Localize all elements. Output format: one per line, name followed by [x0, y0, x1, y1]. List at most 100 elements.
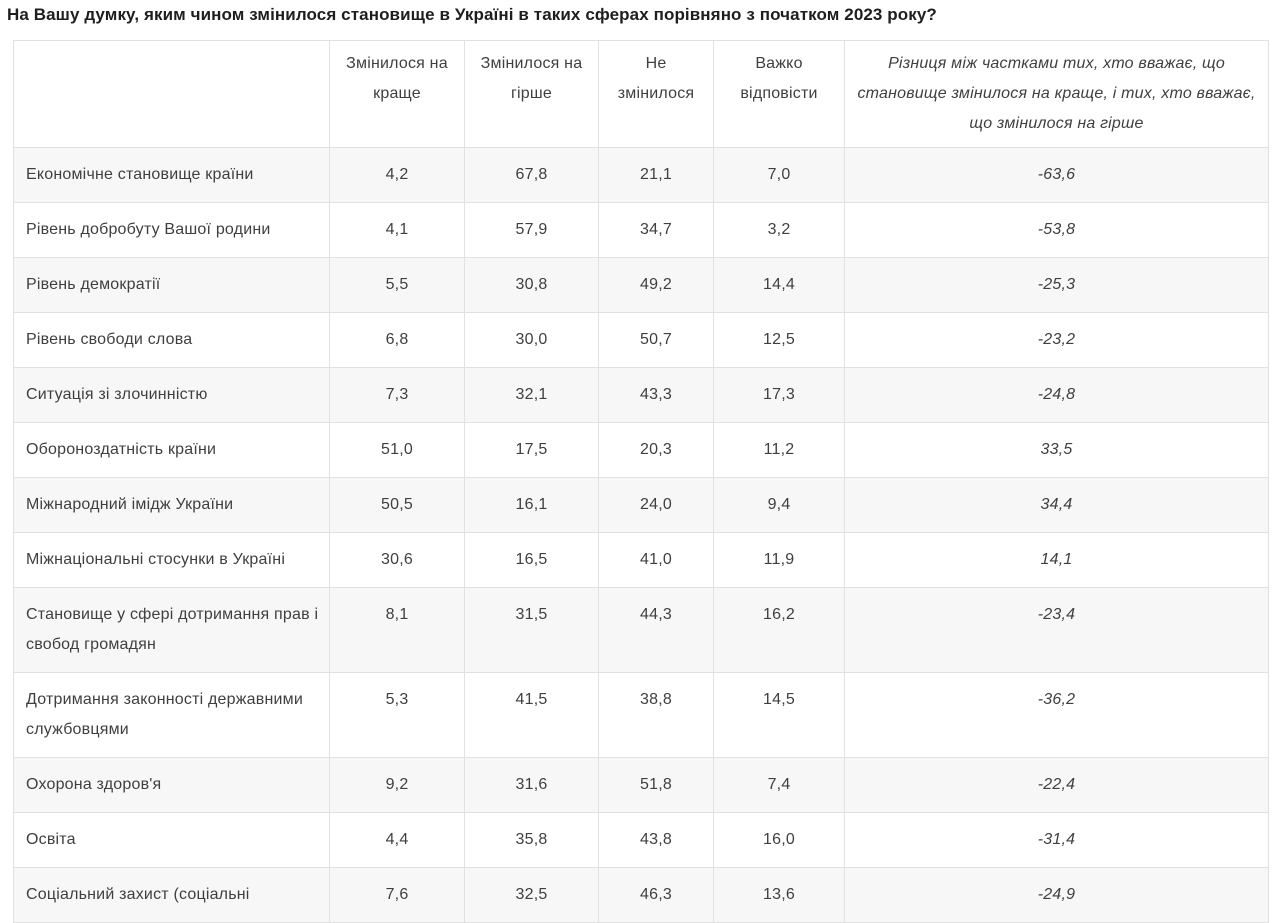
table-row: Рівень добробуту Вашої родини 4,1 57,9 3… [13, 202, 1269, 258]
row-category-label: Освіта [13, 812, 330, 868]
value-changed-worse: 30,8 [464, 257, 599, 313]
header-not-changed: Не змінилося [598, 40, 714, 148]
header-changed-worse: Змінилося на гірше [464, 40, 599, 148]
row-category-label: Обороноздатність країни [13, 422, 330, 478]
value-hard-to-answer: 12,5 [713, 312, 845, 368]
table-row: Охорона здоров'я 9,2 31,6 51,8 7,4 -22,4 [13, 757, 1269, 813]
header-category [13, 40, 330, 148]
value-difference: 33,5 [844, 422, 1269, 478]
value-difference: -23,4 [844, 587, 1269, 673]
row-category-label: Дотримання законності державними службов… [13, 672, 330, 758]
value-hard-to-answer: 13,6 [713, 867, 845, 923]
value-hard-to-answer: 14,4 [713, 257, 845, 313]
value-difference: -23,2 [844, 312, 1269, 368]
value-not-changed: 50,7 [598, 312, 714, 368]
page-title: На Вашу думку, яким чином змінилося стан… [7, 5, 937, 24]
value-changed-better: 5,3 [329, 672, 465, 758]
value-changed-worse: 67,8 [464, 147, 599, 203]
table-row: Рівень свободи слова 6,8 30,0 50,7 12,5 … [13, 312, 1269, 368]
header-difference: Різниця між частками тих, хто вважає, що… [844, 40, 1269, 148]
table-header: Змінилося на краще Змінилося на гірше Не… [13, 40, 1269, 148]
value-hard-to-answer: 11,2 [713, 422, 845, 478]
value-changed-worse: 35,8 [464, 812, 599, 868]
row-category-label: Рівень свободи слова [13, 312, 330, 368]
row-category-label: Соціальний захист (соціальні [13, 867, 330, 923]
value-not-changed: 24,0 [598, 477, 714, 533]
value-changed-better: 9,2 [329, 757, 465, 813]
value-changed-better: 4,1 [329, 202, 465, 258]
row-category-label: Рівень добробуту Вашої родини [13, 202, 330, 258]
value-changed-worse: 32,1 [464, 367, 599, 423]
value-difference: -53,8 [844, 202, 1269, 258]
value-hard-to-answer: 16,0 [713, 812, 845, 868]
header-hard-to-answer: Важко відповісти [713, 40, 845, 148]
value-changed-worse: 31,6 [464, 757, 599, 813]
value-not-changed: 43,8 [598, 812, 714, 868]
value-changed-better: 7,3 [329, 367, 465, 423]
value-changed-worse: 16,5 [464, 532, 599, 588]
value-not-changed: 43,3 [598, 367, 714, 423]
value-not-changed: 46,3 [598, 867, 714, 923]
row-category-label: Міжнаціональні стосунки в Україні [13, 532, 330, 588]
header-row: Змінилося на краще Змінилося на гірше Не… [13, 40, 1269, 148]
value-difference: -36,2 [844, 672, 1269, 758]
value-not-changed: 51,8 [598, 757, 714, 813]
value-not-changed: 41,0 [598, 532, 714, 588]
value-hard-to-answer: 16,2 [713, 587, 845, 673]
row-category-label: Міжнародний імідж України [13, 477, 330, 533]
value-changed-better: 4,2 [329, 147, 465, 203]
value-difference: 14,1 [844, 532, 1269, 588]
value-not-changed: 49,2 [598, 257, 714, 313]
value-changed-better: 8,1 [329, 587, 465, 673]
table-row: Ситуація зі злочинністю 7,3 32,1 43,3 17… [13, 367, 1269, 423]
value-not-changed: 38,8 [598, 672, 714, 758]
table-body: Економічне становище країни 4,2 67,8 21,… [13, 147, 1269, 923]
table-row: Освіта 4,4 35,8 43,8 16,0 -31,4 [13, 812, 1269, 868]
value-hard-to-answer: 9,4 [713, 477, 845, 533]
value-changed-worse: 30,0 [464, 312, 599, 368]
value-difference: -31,4 [844, 812, 1269, 868]
table-row: Обороноздатність країни 51,0 17,5 20,3 1… [13, 422, 1269, 478]
row-category-label: Ситуація зі злочинністю [13, 367, 330, 423]
value-changed-worse: 16,1 [464, 477, 599, 533]
value-changed-better: 6,8 [329, 312, 465, 368]
value-difference: -25,3 [844, 257, 1269, 313]
table-row: Дотримання законності державними службов… [13, 672, 1269, 758]
value-hard-to-answer: 14,5 [713, 672, 845, 758]
row-category-label: Становище у сфері дотримання прав і своб… [13, 587, 330, 673]
row-category-label: Економічне становище країни [13, 147, 330, 203]
value-changed-worse: 31,5 [464, 587, 599, 673]
value-not-changed: 34,7 [598, 202, 714, 258]
value-difference: -24,8 [844, 367, 1269, 423]
value-not-changed: 21,1 [598, 147, 714, 203]
value-changed-worse: 17,5 [464, 422, 599, 478]
table-row: Соціальний захист (соціальні 7,6 32,5 46… [13, 867, 1269, 923]
value-hard-to-answer: 3,2 [713, 202, 845, 258]
value-changed-better: 5,5 [329, 257, 465, 313]
value-hard-to-answer: 7,4 [713, 757, 845, 813]
row-category-label: Охорона здоров'я [13, 757, 330, 813]
value-hard-to-answer: 11,9 [713, 532, 845, 588]
value-hard-to-answer: 17,3 [713, 367, 845, 423]
value-difference: -22,4 [844, 757, 1269, 813]
value-changed-better: 51,0 [329, 422, 465, 478]
table-row: Міжнародний імідж України 50,5 16,1 24,0… [13, 477, 1269, 533]
value-changed-worse: 32,5 [464, 867, 599, 923]
header-changed-better: Змінилося на краще [329, 40, 465, 148]
value-not-changed: 44,3 [598, 587, 714, 673]
value-difference: -63,6 [844, 147, 1269, 203]
value-not-changed: 20,3 [598, 422, 714, 478]
survey-table: Змінилося на краще Змінилося на гірше Не… [13, 40, 1269, 923]
value-changed-better: 50,5 [329, 477, 465, 533]
table-row: Рівень демократії 5,5 30,8 49,2 14,4 -25… [13, 257, 1269, 313]
value-changed-worse: 41,5 [464, 672, 599, 758]
value-difference: -24,9 [844, 867, 1269, 923]
table-row: Міжнаціональні стосунки в Україні 30,6 1… [13, 532, 1269, 588]
value-changed-better: 30,6 [329, 532, 465, 588]
value-changed-better: 4,4 [329, 812, 465, 868]
row-category-label: Рівень демократії [13, 257, 330, 313]
value-changed-worse: 57,9 [464, 202, 599, 258]
value-difference: 34,4 [844, 477, 1269, 533]
table-row: Економічне становище країни 4,2 67,8 21,… [13, 147, 1269, 203]
value-hard-to-answer: 7,0 [713, 147, 845, 203]
